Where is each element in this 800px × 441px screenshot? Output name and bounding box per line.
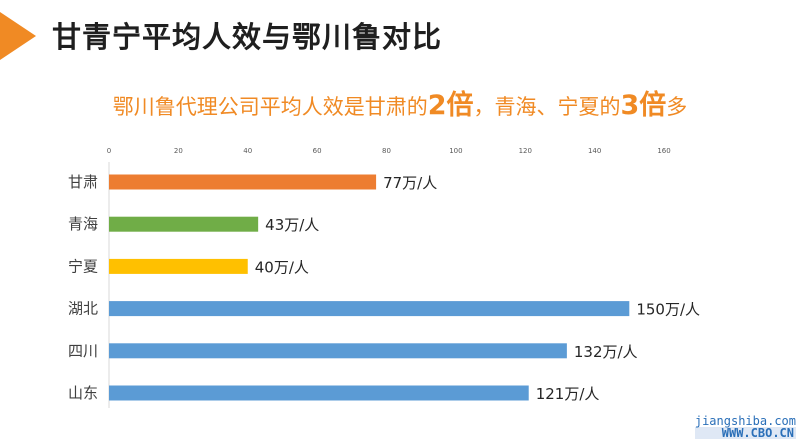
x-tick-label: 20 bbox=[174, 147, 183, 155]
bar bbox=[109, 174, 377, 190]
bar bbox=[109, 343, 567, 359]
watermark: jiangshiba.com WWW.CBO.CN bbox=[694, 414, 796, 439]
subtitle-part3: 多 bbox=[666, 95, 688, 119]
bar bbox=[109, 301, 630, 317]
category-label: 甘肃 bbox=[68, 173, 98, 191]
page-title: 甘青宁平均人效与鄂川鲁对比 bbox=[52, 20, 443, 54]
subtitle-highlight-2: 3倍 bbox=[620, 90, 667, 121]
data-label: 121万/人 bbox=[536, 385, 600, 403]
subtitle-part1: 鄂川鲁代理公司平均人效是甘肃的 bbox=[112, 95, 428, 119]
x-tick-label: 40 bbox=[243, 147, 252, 155]
subtitle-part2: ，青海、宁夏的 bbox=[473, 95, 621, 119]
data-label: 40万/人 bbox=[255, 258, 309, 276]
chart-subtitle: 鄂川鲁代理公司平均人效是甘肃的2倍，青海、宁夏的3倍多 bbox=[0, 83, 800, 122]
title-arrow-icon bbox=[0, 12, 36, 60]
category-label: 山东 bbox=[68, 384, 98, 402]
data-label: 132万/人 bbox=[574, 343, 638, 361]
x-tick-label: 80 bbox=[382, 147, 391, 155]
x-tick-label: 160 bbox=[657, 147, 670, 155]
subtitle-highlight-1: 2倍 bbox=[427, 90, 474, 121]
category-label: 四川 bbox=[68, 342, 98, 360]
x-tick-label: 100 bbox=[449, 147, 462, 155]
data-label: 150万/人 bbox=[636, 301, 700, 319]
x-tick-label: 60 bbox=[313, 147, 322, 155]
category-label: 青海 bbox=[68, 215, 98, 233]
data-label: 43万/人 bbox=[265, 216, 319, 234]
category-label: 湖北 bbox=[68, 300, 98, 318]
bar bbox=[109, 258, 248, 274]
x-tick-label: 0 bbox=[107, 147, 111, 155]
watermark-line1: jiangshiba.com bbox=[694, 414, 796, 428]
bar bbox=[109, 385, 529, 401]
x-tick-label: 140 bbox=[588, 147, 601, 155]
category-label: 宁夏 bbox=[68, 257, 98, 275]
x-tick-label: 120 bbox=[519, 147, 532, 155]
bar bbox=[109, 216, 259, 232]
data-label: 77万/人 bbox=[383, 174, 437, 192]
watermark-line2: WWW.CBO.CN bbox=[694, 427, 796, 439]
